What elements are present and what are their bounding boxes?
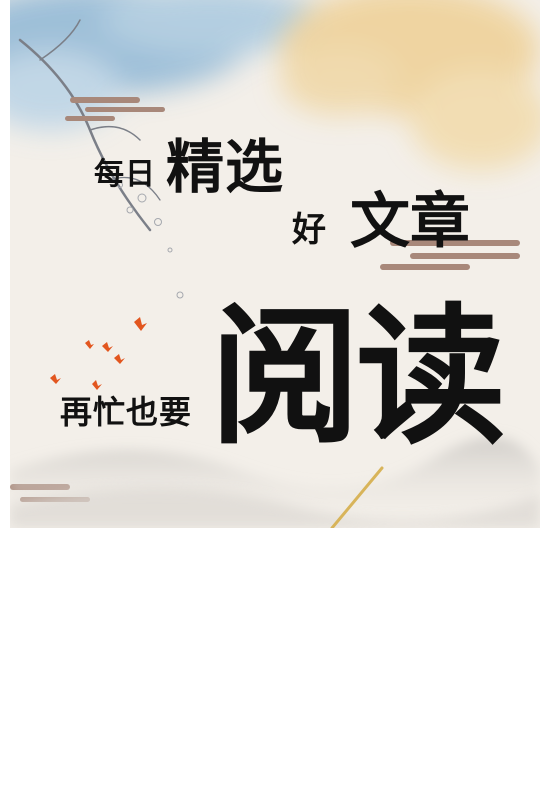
flying-birds xyxy=(50,317,147,390)
blank-area xyxy=(0,528,550,801)
gold-wash xyxy=(280,0,540,170)
poster-image: 每日 精选 好 文章 再忙也要 阅读 xyxy=(10,0,540,528)
watercolor-background xyxy=(10,0,540,528)
gold-brush-stroke xyxy=(330,466,384,528)
blossoms xyxy=(117,182,184,299)
title-selected: 精选 xyxy=(166,133,285,201)
plum-branch xyxy=(18,19,161,232)
title-daily: 每日 xyxy=(94,157,156,192)
subtitle-busy: 再忙也要 xyxy=(60,393,193,431)
headline-read: 阅读 xyxy=(210,289,506,465)
title-good: 好 xyxy=(292,210,326,250)
title-articles: 文章 xyxy=(350,187,470,257)
misty-mountains xyxy=(10,437,540,528)
blue-wash xyxy=(10,0,320,130)
